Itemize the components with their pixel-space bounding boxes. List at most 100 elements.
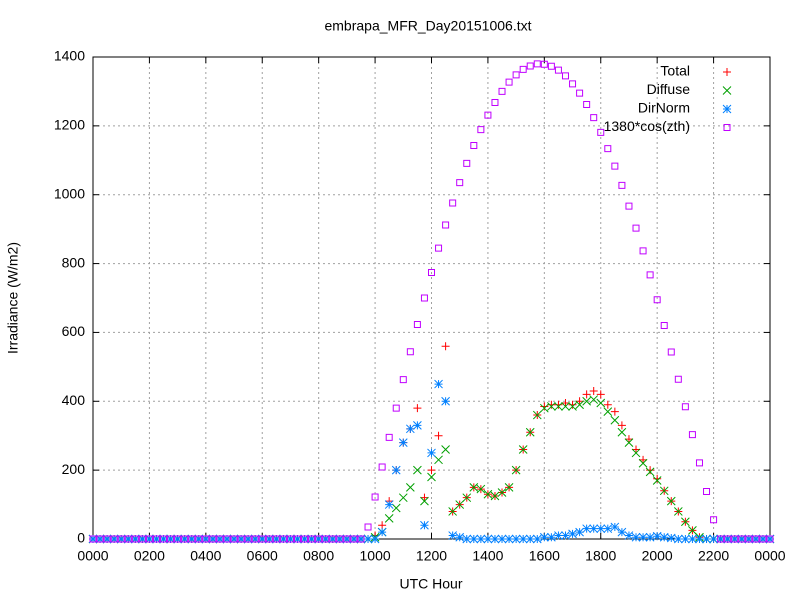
- point: [525, 534, 535, 544]
- point: [532, 410, 542, 420]
- point: [688, 431, 696, 439]
- point: [596, 524, 606, 534]
- point: [174, 535, 182, 543]
- point: [603, 407, 613, 416]
- x-tick-label: 0200: [134, 548, 165, 564]
- point: [314, 534, 324, 544]
- point: [328, 534, 338, 544]
- point: [236, 534, 246, 544]
- point: [617, 421, 626, 430]
- point: [448, 507, 458, 516]
- legend-label: 1380*cos(zth): [604, 118, 690, 134]
- point: [569, 80, 577, 88]
- point: [666, 496, 676, 506]
- point: [413, 321, 421, 329]
- point: [518, 445, 528, 454]
- point: [483, 534, 493, 544]
- point: [610, 407, 619, 416]
- point: [603, 400, 612, 409]
- point: [152, 535, 160, 543]
- point: [702, 534, 711, 544]
- point: [589, 386, 598, 395]
- point: [589, 395, 599, 404]
- point: [463, 159, 471, 167]
- point: [590, 114, 598, 122]
- point: [681, 517, 690, 527]
- point: [673, 507, 683, 516]
- point: [420, 520, 429, 530]
- point: [540, 60, 548, 68]
- point: [343, 535, 351, 543]
- x-tick-label: 0600: [247, 548, 278, 564]
- point: [610, 522, 620, 532]
- x-tick-label: 0000: [77, 548, 108, 564]
- point: [561, 72, 569, 80]
- point: [350, 535, 358, 543]
- y-tick-label: 1400: [54, 48, 85, 64]
- point: [109, 534, 119, 544]
- point: [428, 269, 435, 277]
- point: [427, 472, 436, 482]
- point: [597, 128, 605, 136]
- point: [308, 535, 316, 543]
- point: [759, 535, 767, 543]
- x-tick-label: 2000: [642, 548, 673, 564]
- point: [293, 534, 302, 544]
- point: [652, 531, 662, 541]
- point: [519, 65, 527, 73]
- point: [674, 375, 682, 383]
- x-tick-label: 1600: [529, 548, 560, 564]
- point: [638, 458, 648, 468]
- point: [244, 535, 252, 543]
- point: [625, 202, 633, 210]
- point: [364, 523, 372, 531]
- point: [434, 431, 443, 440]
- point: [322, 535, 330, 543]
- point: [639, 455, 648, 464]
- point: [582, 390, 591, 399]
- point: [660, 322, 668, 330]
- point: [272, 535, 280, 543]
- point: [187, 534, 197, 544]
- point: [160, 535, 168, 543]
- point: [420, 493, 429, 502]
- point: [603, 524, 613, 534]
- point: [201, 534, 211, 544]
- point: [166, 534, 175, 544]
- point: [653, 474, 662, 483]
- point: [279, 534, 288, 544]
- point: [243, 534, 253, 544]
- point: [307, 534, 316, 544]
- point: [250, 534, 260, 544]
- point: [617, 527, 627, 537]
- point: [758, 534, 768, 544]
- point: [229, 534, 239, 544]
- point: [582, 524, 591, 534]
- x-tick-label: 1800: [585, 548, 616, 564]
- point: [547, 62, 555, 70]
- point: [483, 489, 493, 499]
- point: [377, 527, 387, 537]
- point: [695, 459, 703, 467]
- point: [596, 398, 606, 408]
- point: [335, 534, 345, 544]
- point: [399, 376, 407, 384]
- point: [554, 66, 562, 74]
- point: [631, 448, 641, 458]
- point: [371, 493, 379, 501]
- point: [476, 484, 486, 494]
- point: [688, 534, 697, 544]
- point: [575, 527, 584, 537]
- y-tick-label: 0: [77, 530, 85, 546]
- point: [152, 534, 161, 544]
- point: [576, 89, 584, 97]
- point: [632, 445, 641, 454]
- point: [504, 483, 514, 492]
- point: [181, 535, 189, 543]
- x-axis-label: UTC Hour: [399, 576, 462, 592]
- point: [102, 534, 112, 544]
- point: [624, 435, 633, 444]
- point: [216, 535, 224, 543]
- point: [532, 534, 542, 544]
- point: [539, 403, 549, 413]
